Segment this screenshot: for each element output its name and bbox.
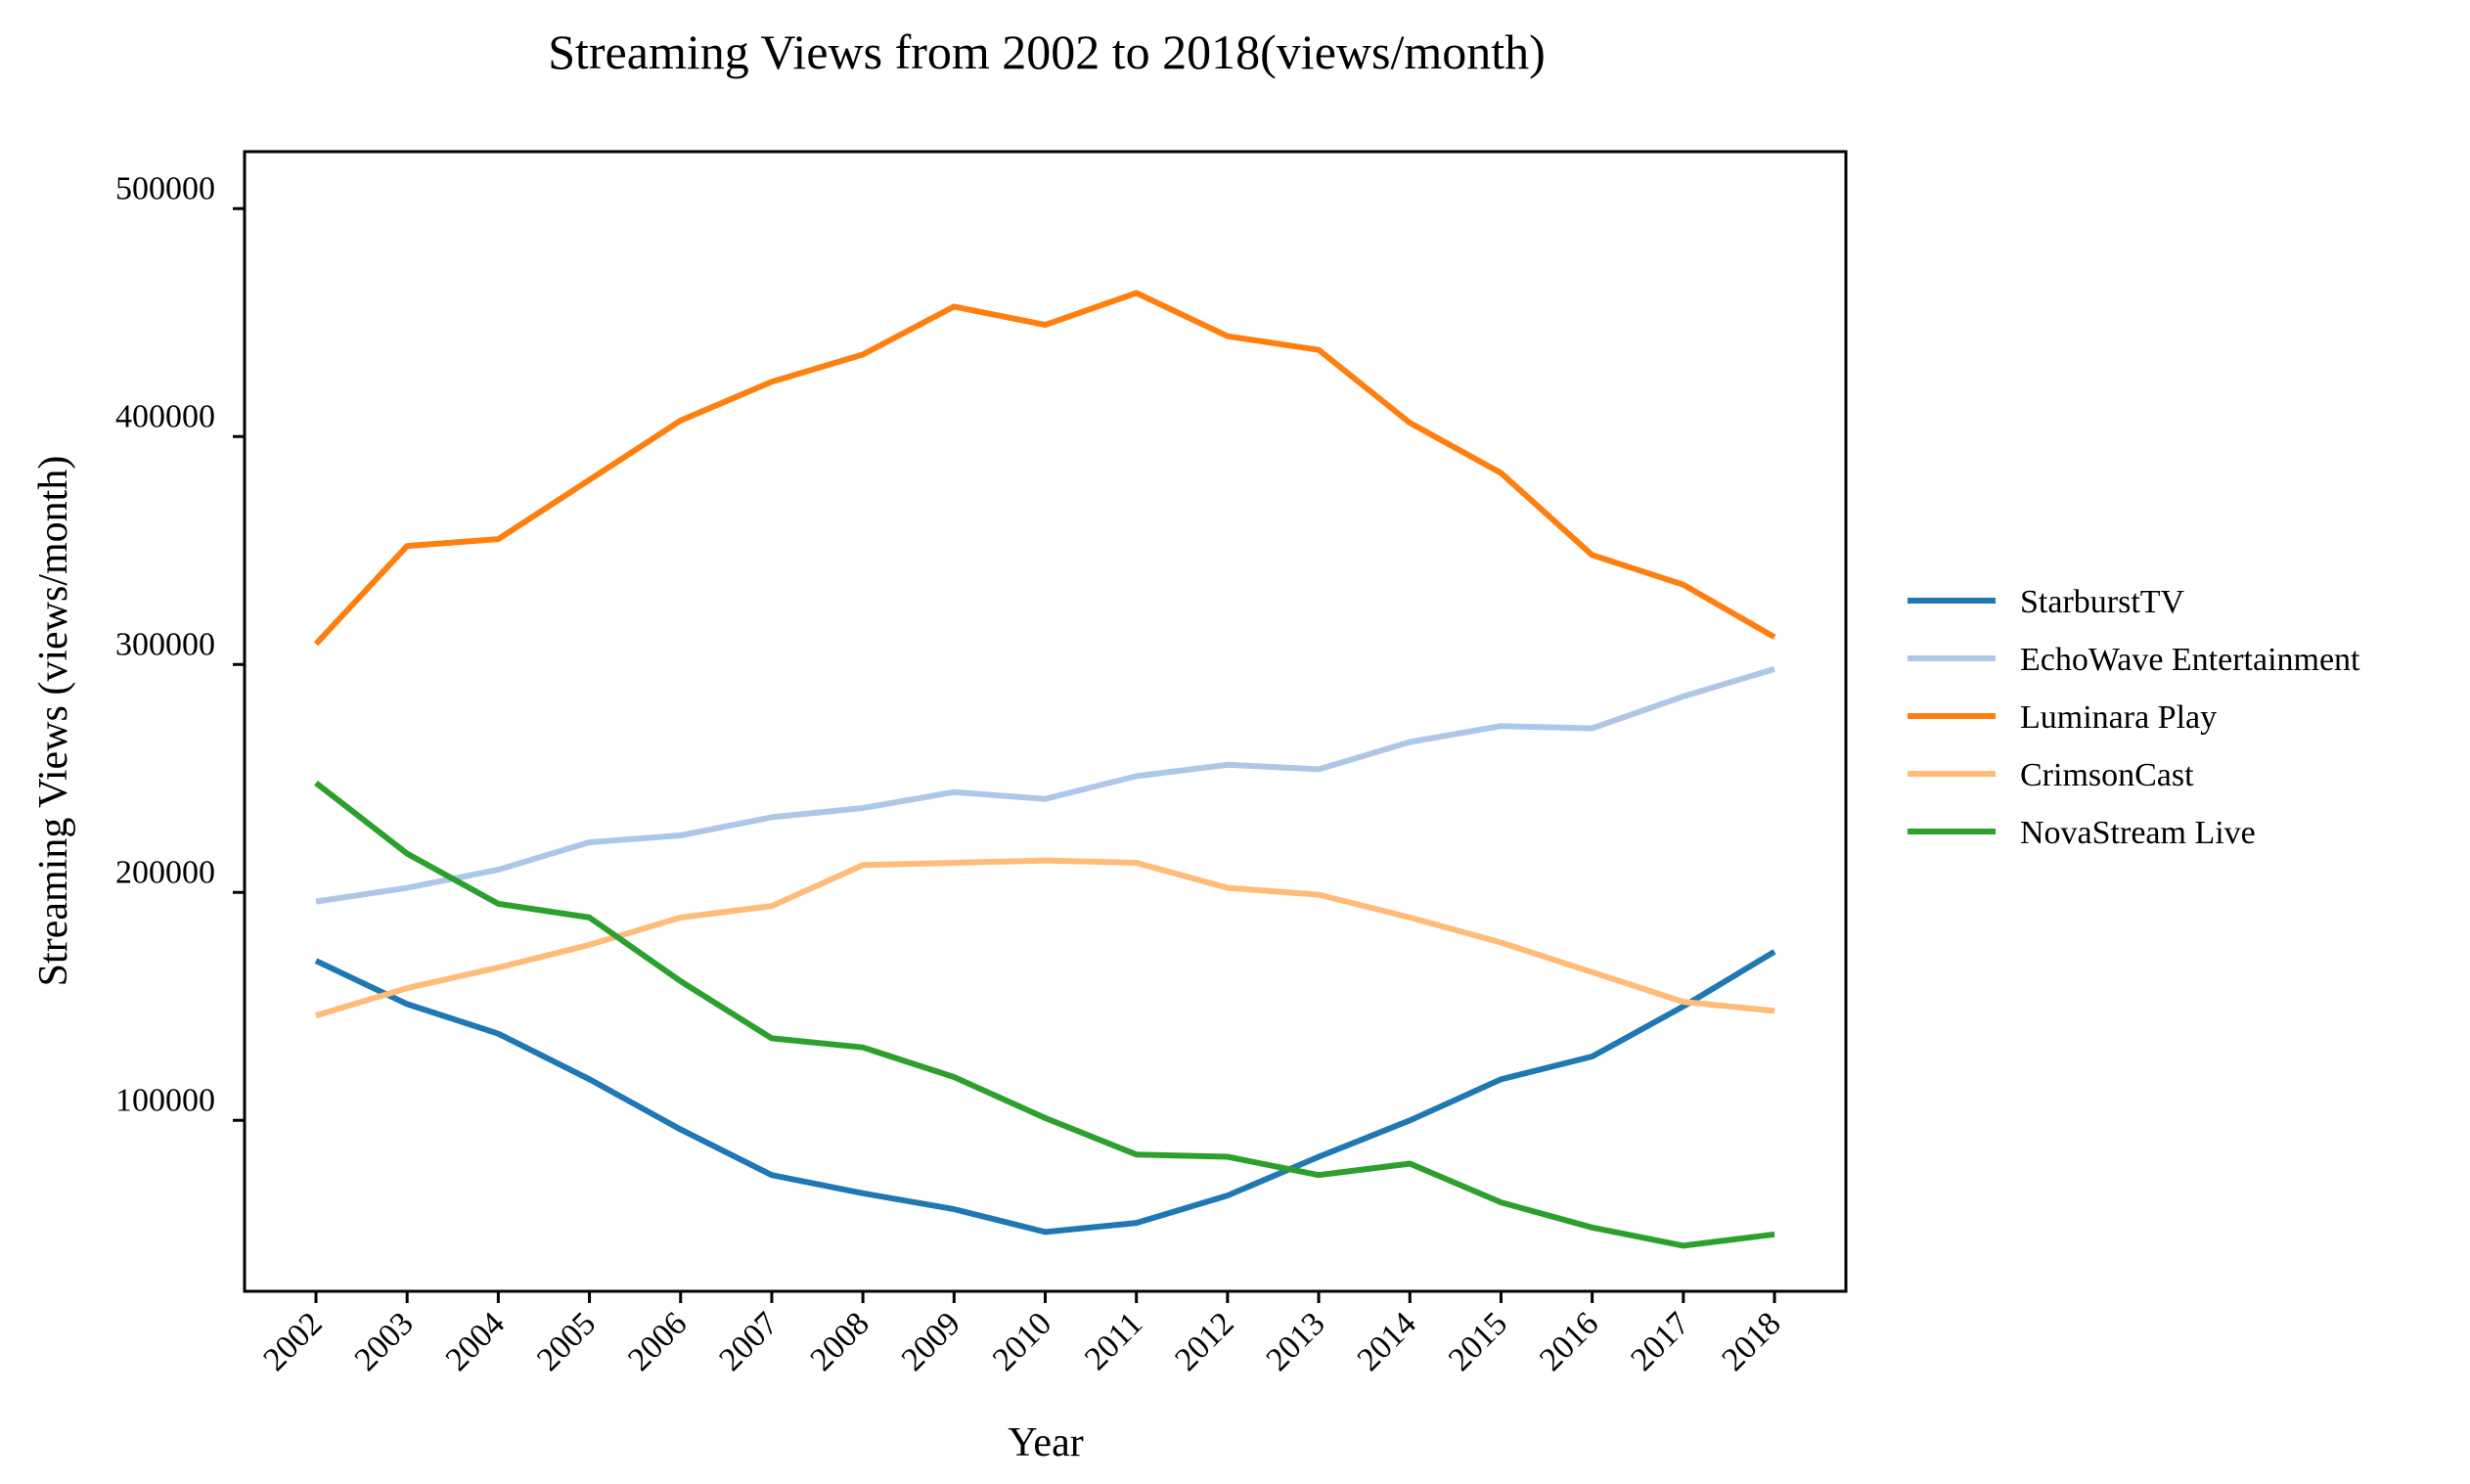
y-tick-label: 400000 xyxy=(115,398,215,434)
series-line-luminara-play xyxy=(313,290,1776,647)
x-tick-label: 2017 xyxy=(1624,1305,1696,1377)
series-line-echowave-entertainment xyxy=(315,666,1775,905)
legend-label-starbursttv: StarburstTV xyxy=(2020,584,2185,620)
x-tick-label: 2016 xyxy=(1533,1305,1605,1377)
legend: StarburstTV EchoWave Entertainment Luminar… xyxy=(1908,584,2360,851)
x-axis: 2002 2003 2004 2005 2006 2007 2008 2009 2010 2011… xyxy=(256,1291,1788,1378)
x-tick-label: 2012 xyxy=(1168,1305,1240,1377)
series-line-novastream-live xyxy=(314,781,1775,1249)
y-tick-label: 300000 xyxy=(115,626,215,662)
x-tick-label: 2015 xyxy=(1442,1305,1514,1377)
y-tick-label: 200000 xyxy=(115,854,215,890)
x-tick-label: 2018 xyxy=(1715,1305,1787,1377)
series-lines xyxy=(313,290,1776,1249)
x-tick-label: 2014 xyxy=(1351,1305,1423,1377)
x-tick-label: 2007 xyxy=(712,1305,785,1377)
x-tick-label: 2006 xyxy=(621,1305,694,1377)
series-line-crimsoncast xyxy=(315,857,1775,1018)
x-tick-label: 2004 xyxy=(439,1305,512,1377)
x-tick-label: 2010 xyxy=(986,1305,1058,1377)
legend-label-echowave-entertainment: EchoWave Entertainment xyxy=(2020,642,2360,678)
series-line-starbursttv xyxy=(314,949,1776,1236)
y-axis: 100000 200000 300000 400000 500000 xyxy=(115,170,245,1122)
x-tick-label: 2011 xyxy=(1078,1305,1149,1376)
x-tick-label: 2005 xyxy=(530,1305,603,1377)
legend-label-luminara-play: Luminara Play xyxy=(2020,699,2217,736)
x-tick-label: 2003 xyxy=(348,1305,421,1377)
chart-title: Streaming Views from 2002 to 2018(views/… xyxy=(548,24,1546,79)
y-axis-label: Streaming Views (views/month) xyxy=(31,456,76,987)
x-tick-label: 2002 xyxy=(256,1305,329,1377)
y-tick-label: 500000 xyxy=(115,170,215,206)
y-tick-label: 100000 xyxy=(115,1082,215,1118)
x-tick-label: 2009 xyxy=(895,1305,967,1377)
x-tick-label: 2008 xyxy=(804,1305,876,1377)
legend-label-crimsoncast: CrimsonCast xyxy=(2020,757,2194,793)
legend-label-novastream-live: NovaStream Live xyxy=(2020,815,2256,851)
x-axis-label: Year xyxy=(1008,1420,1083,1465)
x-tick-label: 2013 xyxy=(1259,1305,1331,1377)
